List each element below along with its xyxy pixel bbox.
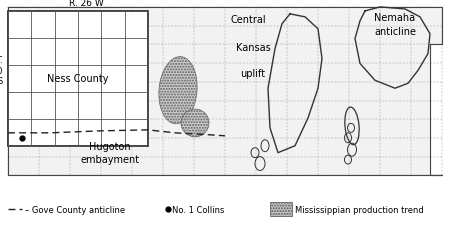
Text: Mississippian production trend: Mississippian production trend [295,205,424,214]
Bar [8,12,148,146]
Text: R. 26 W: R. 26 W [68,0,104,8]
Text: Kansas: Kansas [236,42,270,52]
Text: Nemaha: Nemaha [374,13,415,23]
Ellipse shape [159,57,197,124]
Text: Central: Central [230,15,266,25]
Text: No. 1 Collins: No. 1 Collins [172,205,225,214]
Ellipse shape [181,109,209,137]
Text: uplift: uplift [240,69,266,79]
Text: embayment: embayment [81,154,140,164]
Text: T.
20
S: T. 20 S [0,56,3,86]
Text: – Gove County anticline: – Gove County anticline [25,205,125,214]
Text: Hugoton: Hugoton [89,141,131,151]
Polygon shape [8,8,442,176]
Text: Ness County: Ness County [47,74,109,84]
Text: anticline: anticline [374,27,416,37]
Bar [270,202,292,216]
